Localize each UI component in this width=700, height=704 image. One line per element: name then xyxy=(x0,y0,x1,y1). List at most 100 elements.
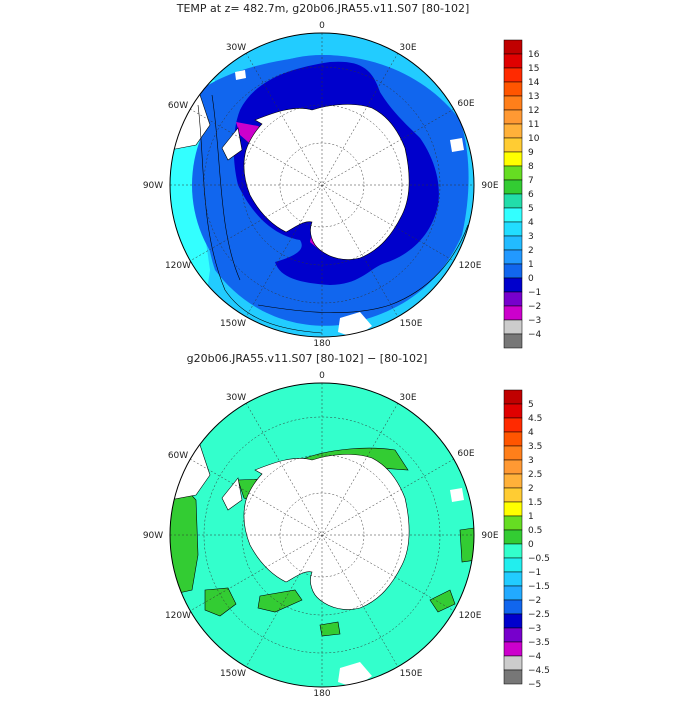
bottom-colorbar-label: 1.5 xyxy=(528,498,542,508)
bottom-colorbar-swatch xyxy=(503,641,523,657)
top-panel: TEMP at z= 482.7m, g20b06.JRA55.v11.S07 … xyxy=(143,2,542,349)
top-colorbar-swatch xyxy=(503,305,523,321)
bottom-colorbar-label: −2 xyxy=(528,596,541,606)
top-colorbar-swatch xyxy=(503,263,523,279)
top-contour-c xyxy=(257,224,469,313)
top-colorbar-label: 5 xyxy=(528,204,534,214)
bottom-colorbar-swatch xyxy=(503,669,523,685)
top-colorbar-swatch xyxy=(503,221,523,237)
bottom-patch-south xyxy=(319,621,341,637)
bottom-lon-label: 150E xyxy=(400,669,423,679)
bottom-colorbar-swatch xyxy=(503,459,523,475)
top-colorbar-label: 13 xyxy=(528,92,539,102)
bottom-colorbar-label: −4.5 xyxy=(528,666,550,676)
bottom-colorbar-label: 0.5 xyxy=(528,526,542,536)
bottom-title: g20b06.JRA55.v11.S07 [80-102] − [80-102] xyxy=(187,352,428,365)
bottom-colorbar-swatch xyxy=(503,627,523,643)
top-peninsula xyxy=(221,127,243,161)
bottom-colorbar-swatch xyxy=(503,487,523,503)
bottom-colorbar-label: −3.5 xyxy=(528,638,550,648)
bottom-colorbar-label: 1 xyxy=(528,512,534,522)
top-lon-label: 90W xyxy=(143,181,163,191)
bottom-antarctica xyxy=(243,454,410,610)
top-colorbar-swatch xyxy=(503,39,523,55)
bottom-colorbar-swatch xyxy=(503,431,523,447)
top-colorbar-label: 7 xyxy=(528,176,534,186)
top-lon-label: 150E xyxy=(400,319,423,329)
bottom-patch-sw-b xyxy=(257,589,303,613)
top-colorbar-label: 11 xyxy=(528,120,539,130)
top-map-border xyxy=(169,32,475,338)
top-colorbar-label: 12 xyxy=(528,106,539,116)
top-colorbar-swatch xyxy=(503,123,523,139)
bottom-colorbar-label: 2.5 xyxy=(528,470,542,480)
bottom-colorbar-swatch xyxy=(503,473,523,489)
bottom-colorbar-swatch xyxy=(503,557,523,573)
top-lon-label: 90E xyxy=(481,181,498,191)
top-colorbar-label: 9 xyxy=(528,148,534,158)
bottom-island xyxy=(450,488,464,502)
bottom-patch-sw-a xyxy=(204,587,237,617)
top-lon-label: 30E xyxy=(399,43,416,53)
top-lon-label: 120W xyxy=(165,261,191,271)
top-colorbar-swatch xyxy=(503,249,523,265)
bottom-lon-label: 60W xyxy=(168,451,188,461)
bottom-colorbar-label: −5 xyxy=(528,680,541,690)
top-graticule xyxy=(170,33,474,337)
top-island-a xyxy=(235,70,246,80)
top-colorbar-swatch xyxy=(503,291,523,307)
bottom-patch-east xyxy=(459,527,474,563)
top-lon-label: 150W xyxy=(220,319,246,329)
top-colorbar-swatch xyxy=(503,53,523,69)
top-island-b xyxy=(450,138,464,152)
top-colorbar-swatch xyxy=(503,193,523,209)
bottom-colorbar-swatch xyxy=(503,389,523,405)
bottom-colorbar-label: 2 xyxy=(528,484,534,494)
top-antarctica xyxy=(243,104,410,260)
top-colorbar-swatch xyxy=(503,137,523,153)
bottom-colorbar-swatch xyxy=(503,501,523,517)
top-colorbar-label: 14 xyxy=(528,78,540,88)
top-colorbar-swatch xyxy=(503,235,523,251)
top-lon-label: 120E xyxy=(459,261,482,271)
bottom-colorbar-swatch xyxy=(503,403,523,419)
bottom-colorbar-label: −4 xyxy=(528,652,542,662)
top-colorbar-swatch xyxy=(503,333,523,349)
bottom-colorbar-swatch xyxy=(503,445,523,461)
bottom-colorbar: 5 4.5 4 3.5 3 2.5 2 1.5 1 0.5 0 −0.5 −1 −1.5 −2 −2.5 −3 −… xyxy=(503,389,550,690)
top-colorbar-swatch xyxy=(503,319,523,335)
top-colorbar-label: 15 xyxy=(528,64,539,74)
top-colorbar-swatch xyxy=(503,165,523,181)
bottom-colorbar-label: 5 xyxy=(528,400,534,410)
top-colorbar-label: −3 xyxy=(528,316,541,326)
bottom-lon-label: 30E xyxy=(399,393,416,403)
top-colorbar-swatch xyxy=(503,67,523,83)
bottom-patch-west xyxy=(170,487,199,596)
bottom-lon-label: 90E xyxy=(481,531,498,541)
bottom-colorbar-label: −1.5 xyxy=(528,582,550,592)
bottom-map-border xyxy=(169,382,475,688)
bottom-colorbar-label: 3 xyxy=(528,456,534,466)
top-contour-a xyxy=(197,104,323,334)
top-colorbar-label: 4 xyxy=(528,218,534,228)
top-colorbar-label: 1 xyxy=(528,260,534,270)
bottom-colorbar-label: 4 xyxy=(528,428,534,438)
top-lon-label: 180 xyxy=(313,339,330,349)
top-lon-label: 0 xyxy=(319,21,325,31)
bottom-colorbar-swatch xyxy=(503,417,523,433)
bottom-lon-label: 120W xyxy=(165,611,191,621)
top-contour-b xyxy=(211,94,241,281)
top-lon-label: 30W xyxy=(226,43,246,53)
bottom-lon-label: 150W xyxy=(220,669,246,679)
bottom-colorbar-swatch xyxy=(503,571,523,587)
top-colorbar-label: −4 xyxy=(528,330,542,340)
top-lon-labels: 0 30E 60E 90E 120E 150E 180 150W 120W 90… xyxy=(143,21,499,349)
top-colorbar-swatch xyxy=(503,179,523,195)
bottom-colorbar-label: −0.5 xyxy=(528,554,550,564)
top-colorbar-label: −2 xyxy=(528,302,541,312)
bottom-panel: g20b06.JRA55.v11.S07 [80-102] − [80-102] xyxy=(143,352,550,699)
bottom-colorbar-swatch xyxy=(503,655,523,671)
top-colorbar-swatch xyxy=(503,95,523,111)
